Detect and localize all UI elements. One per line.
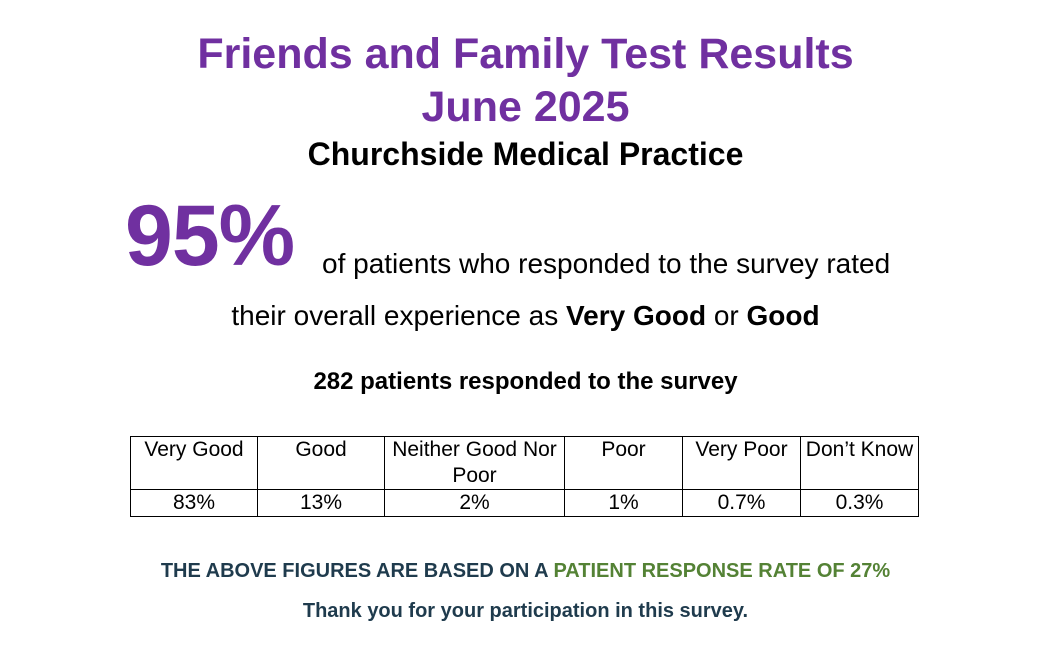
summary-text-or: or [706,300,747,331]
table-cell: 0.3% [800,489,919,517]
response-rate-note: THE ABOVE FIGURES ARE BASED ON A PATIENT… [0,556,1051,586]
table-cell: 13% [257,489,385,517]
summary-text-line2: their overall experience as Very Good or… [0,298,1051,334]
table-cell: 83% [130,489,258,517]
table-cell: 0.7% [682,489,801,517]
table-cell: 2% [384,489,565,517]
thank-you-note: Thank you for your participation in this… [302,600,749,622]
table-header: Neither Good Nor Poor [384,436,565,490]
summary-text-line1: of patients who responded to the survey … [322,248,891,279]
table-header: Very Poor [682,436,801,490]
response-rate-prefix: THE ABOVE FIGURES ARE BASED ON A [160,560,554,582]
rating-very-good: Very Good [566,300,707,331]
response-rate-value: PATIENT RESPONSE RATE OF 27% [553,560,891,582]
practice-name: Churchside Medical Practice [307,136,744,172]
respondent-count: 282 patients responded to the survey [313,368,738,395]
rating-good: Good [746,300,820,331]
table-header: Don’t Know [800,436,919,490]
summary-text-prefix: their overall experience as [231,300,566,331]
table-header-row: Very Good Good Neither Good Nor Poor Poo… [130,436,919,490]
table-header: Very Good [130,436,258,490]
table-row: 83% 13% 2% 1% 0.7% 0.3% [130,489,919,517]
headline-percentage: 95% [125,188,295,284]
table-header: Poor [564,436,683,490]
table-cell: 1% [564,489,683,517]
report-month: June 2025 [421,83,630,131]
page-title: Friends and Family Test Results [197,30,854,78]
table-header: Good [257,436,385,490]
results-table: Very Good Good Neither Good Nor Poor Poo… [130,436,919,517]
